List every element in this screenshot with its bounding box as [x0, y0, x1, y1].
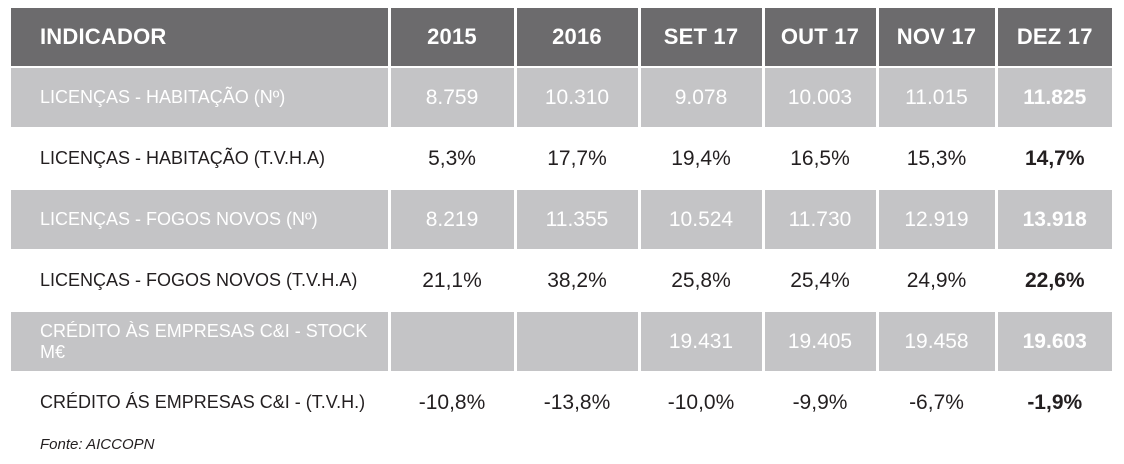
row-label: LICENÇAS - HABITAÇÃO (Nº)	[11, 67, 389, 129]
row-label: CRÉDITO ÀS EMPRESAS C&I - STOCK M€	[11, 311, 389, 373]
cell-dez17: 22,6%	[994, 250, 1112, 312]
cell-out17: 16,5%	[761, 128, 877, 190]
cell-2016: 10.310	[513, 67, 639, 129]
header-dez17: DEZ 17	[994, 8, 1112, 68]
source-note: Fonte: AICCOPN	[40, 436, 155, 453]
row-label: LICENÇAS - FOGOS NOVOS (Nº)	[11, 189, 389, 251]
cell-2016: 38,2%	[513, 250, 639, 312]
cell-2016: 17,7%	[513, 128, 639, 190]
cell-2015: -10,8%	[387, 372, 515, 434]
cell-out17: 19.405	[761, 311, 877, 373]
row-label: CRÉDITO ÁS EMPRESAS C&I - (T.V.H.)	[11, 372, 389, 434]
cell-2015: 5,3%	[387, 128, 515, 190]
cell-2016	[513, 311, 639, 373]
cell-2015	[387, 311, 515, 373]
cell-nov17: 19.458	[875, 311, 996, 373]
cell-set17: -10,0%	[637, 372, 763, 434]
header-row: INDICADOR 2015 2016 SET 17 OUT 17 NOV 17…	[11, 8, 1112, 68]
row-label: LICENÇAS - HABITAÇÃO (T.V.H.A)	[11, 128, 389, 190]
cell-set17: 10.524	[637, 189, 763, 251]
header-out17: OUT 17	[761, 8, 877, 68]
header-set17: SET 17	[637, 8, 763, 68]
cell-dez17: 19.603	[994, 311, 1112, 373]
indicators-table: INDICADOR 2015 2016 SET 17 OUT 17 NOV 17…	[11, 8, 1112, 434]
cell-2016: -13,8%	[513, 372, 639, 434]
table-row: LICENÇAS - FOGOS NOVOS (T.V.H.A) 21,1% 3…	[11, 250, 1112, 312]
cell-2015: 8.759	[387, 67, 515, 129]
table-row: LICENÇAS - FOGOS NOVOS (Nº) 8.219 11.355…	[11, 189, 1112, 251]
row-label: LICENÇAS - FOGOS NOVOS (T.V.H.A)	[11, 250, 389, 312]
table-row: CRÉDITO ÀS EMPRESAS C&I - STOCK M€ 19.43…	[11, 311, 1112, 373]
cell-dez17: 14,7%	[994, 128, 1112, 190]
table-row: CRÉDITO ÁS EMPRESAS C&I - (T.V.H.) -10,8…	[11, 372, 1112, 434]
cell-nov17: -6,7%	[875, 372, 996, 434]
cell-nov17: 15,3%	[875, 128, 996, 190]
header-indicador: INDICADOR	[11, 8, 389, 68]
cell-set17: 19.431	[637, 311, 763, 373]
cell-dez17: -1,9%	[994, 372, 1112, 434]
cell-out17: 11.730	[761, 189, 877, 251]
cell-2016: 11.355	[513, 189, 639, 251]
header-2015: 2015	[387, 8, 515, 68]
cell-out17: 10.003	[761, 67, 877, 129]
table-row: LICENÇAS - HABITAÇÃO (Nº) 8.759 10.310 9…	[11, 67, 1112, 129]
header-2016: 2016	[513, 8, 639, 68]
cell-set17: 25,8%	[637, 250, 763, 312]
cell-set17: 9.078	[637, 67, 763, 129]
cell-2015: 8.219	[387, 189, 515, 251]
cell-out17: 25,4%	[761, 250, 877, 312]
header-nov17: NOV 17	[875, 8, 996, 68]
cell-2015: 21,1%	[387, 250, 515, 312]
cell-out17: -9,9%	[761, 372, 877, 434]
cell-dez17: 13.918	[994, 189, 1112, 251]
cell-nov17: 12.919	[875, 189, 996, 251]
table-row: LICENÇAS - HABITAÇÃO (T.V.H.A) 5,3% 17,7…	[11, 128, 1112, 190]
cell-dez17: 11.825	[994, 67, 1112, 129]
cell-set17: 19,4%	[637, 128, 763, 190]
cell-nov17: 11.015	[875, 67, 996, 129]
cell-nov17: 24,9%	[875, 250, 996, 312]
